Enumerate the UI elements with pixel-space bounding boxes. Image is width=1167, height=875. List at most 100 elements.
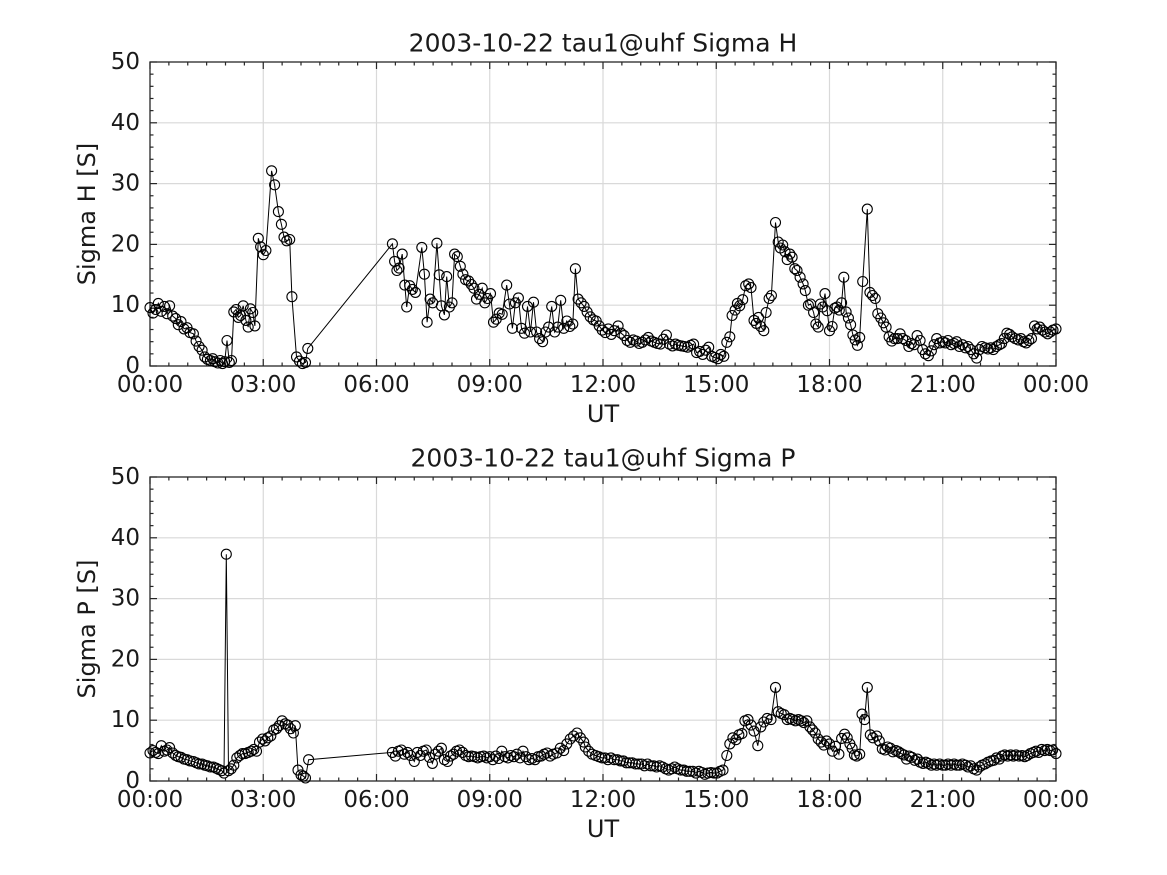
data-point-marker xyxy=(965,760,977,772)
data-point-marker xyxy=(696,766,708,779)
y-tick-label: 0 xyxy=(125,768,140,794)
y-tick-label: 20 xyxy=(111,646,140,672)
data-point-marker xyxy=(484,751,496,763)
data-point-marker xyxy=(596,752,608,764)
data-point-marker xyxy=(496,308,508,320)
data-point-marker xyxy=(810,318,822,330)
data-point-marker xyxy=(404,280,416,292)
data-point-marker xyxy=(752,740,764,752)
data-point-marker xyxy=(861,681,873,693)
data-point-marker xyxy=(847,329,859,341)
panel2-y-axis-label: Sigma P [S] xyxy=(73,559,101,699)
data-point-marker xyxy=(925,345,937,357)
data-point-marker xyxy=(880,321,892,333)
data-point-marker xyxy=(245,745,257,757)
data-point-marker xyxy=(223,356,235,368)
data-point-marker xyxy=(760,306,772,319)
data-point-marker xyxy=(421,316,433,328)
data-point-marker xyxy=(240,314,252,326)
panel1-y-axis-label: Sigma H [S] xyxy=(73,142,101,286)
data-point-marker xyxy=(859,714,871,726)
data-point-marker xyxy=(758,716,770,728)
data-point-marker xyxy=(919,348,931,360)
data-point-marker xyxy=(694,345,706,357)
data-point-marker xyxy=(514,752,526,764)
data-point-marker xyxy=(971,352,983,364)
x-tick-label: 21:00 xyxy=(910,787,976,813)
data-point-marker xyxy=(524,326,537,338)
data-point-marker xyxy=(409,286,421,298)
data-point-marker xyxy=(886,335,898,347)
data-point-marker xyxy=(823,738,836,750)
data-point-marker xyxy=(228,759,240,771)
data-point-marker xyxy=(487,754,499,766)
data-point-marker xyxy=(617,755,629,767)
data-point-marker xyxy=(453,744,466,756)
data-point-marker xyxy=(700,344,712,356)
data-point-marker xyxy=(854,331,866,343)
data-point-marker xyxy=(299,356,312,368)
data-point-marker xyxy=(506,322,518,334)
data-point-marker xyxy=(555,294,567,306)
data-point-marker xyxy=(190,335,202,347)
data-point-marker xyxy=(527,296,540,308)
data-point-marker xyxy=(596,324,608,336)
data-point-marker xyxy=(717,764,729,776)
data-point-marker xyxy=(645,760,657,772)
data-point-marker xyxy=(221,334,233,347)
data-point-marker xyxy=(293,355,306,367)
data-point-marker xyxy=(1023,334,1035,347)
data-point-marker xyxy=(457,268,469,280)
panel2-x-axis-label: UT xyxy=(586,815,620,843)
data-point-marker xyxy=(842,312,854,324)
data-point-marker xyxy=(1050,323,1062,335)
data-point-marker xyxy=(815,736,827,748)
data-point-marker xyxy=(851,750,863,762)
data-point-marker xyxy=(152,297,164,309)
data-point-marker xyxy=(521,300,534,312)
data-point-marker xyxy=(463,275,475,287)
data-point-marker xyxy=(990,340,1002,353)
data-point-marker xyxy=(546,300,558,312)
data-point-marker xyxy=(572,293,584,305)
data-point-marker xyxy=(953,340,965,353)
data-point-marker xyxy=(879,744,891,756)
data-point-marker xyxy=(266,165,278,177)
data-point-marker xyxy=(496,745,508,757)
y-tick-label: 40 xyxy=(111,110,140,136)
data-point-marker xyxy=(857,275,869,288)
data-point-marker xyxy=(808,306,820,319)
data-point-marker xyxy=(432,745,444,757)
data-point-marker xyxy=(937,759,949,771)
data-point-marker xyxy=(630,335,642,347)
x-tick-label: 00:00 xyxy=(1023,787,1089,813)
data-point-marker xyxy=(922,757,934,769)
data-point-marker xyxy=(721,749,733,762)
data-point-marker xyxy=(1025,333,1038,345)
data-point-marker xyxy=(578,736,590,748)
data-point-marker xyxy=(742,714,754,726)
data-point-marker xyxy=(839,728,851,740)
data-point-marker xyxy=(897,333,909,345)
panel1-x-axis-label: UT xyxy=(586,400,620,428)
data-point-marker xyxy=(791,264,803,277)
data-point-marker xyxy=(854,748,866,760)
data-point-marker xyxy=(769,216,782,229)
data-point-marker xyxy=(493,752,505,765)
x-tick-label: 15:00 xyxy=(683,787,749,813)
x-tick-label: 12:00 xyxy=(570,787,636,813)
data-point-marker xyxy=(161,744,173,756)
data-point-marker xyxy=(956,339,968,351)
data-point-marker xyxy=(147,745,159,757)
x-tick-label: 09:00 xyxy=(457,787,523,813)
data-point-marker xyxy=(1039,326,1051,338)
data-point-marker xyxy=(1004,328,1016,340)
data-point-marker xyxy=(777,239,789,251)
data-point-marker xyxy=(272,206,284,218)
data-point-marker xyxy=(155,740,167,752)
data-point-marker xyxy=(765,289,777,302)
data-point-marker xyxy=(512,292,524,304)
x-tick-label: 06:00 xyxy=(343,372,409,398)
y-tick-label: 30 xyxy=(111,586,140,612)
